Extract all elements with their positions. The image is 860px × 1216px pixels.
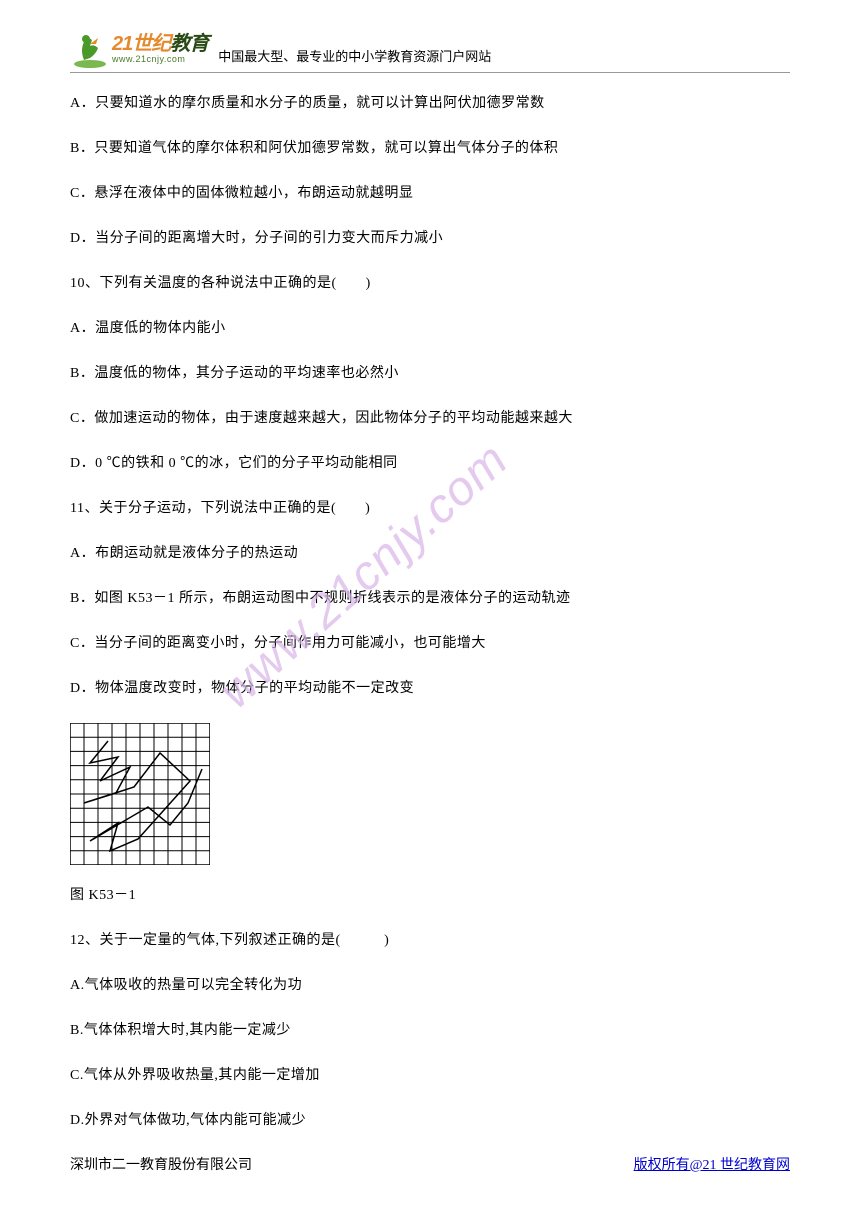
option-c: C．悬浮在液体中的固体微粒越小，布朗运动就越明显 bbox=[70, 183, 790, 204]
figure-k53-1 bbox=[70, 723, 790, 865]
question-10: 10、下列有关温度的各种说法中正确的是( ) bbox=[70, 273, 790, 294]
logo-brand-2: 教育 bbox=[170, 33, 208, 55]
option-a: A.气体吸收的热量可以完全转化为功 bbox=[70, 975, 790, 996]
header-tagline: 中国最大型、最专业的中小学教育资源门户网站 bbox=[218, 47, 491, 67]
figure-label: 图 K53－1 bbox=[70, 885, 790, 906]
document-body: A．只要知道水的摩尔质量和水分子的质量，就可以计算出阿伏加德罗常数 B．只要知道… bbox=[70, 93, 790, 1131]
option-a: A．布朗运动就是液体分子的热运动 bbox=[70, 543, 790, 564]
option-a: A．温度低的物体内能小 bbox=[70, 318, 790, 339]
option-d: D．物体温度改变时，物体分子的平均动能不一定改变 bbox=[70, 678, 790, 699]
logo-text: 21世纪教育 www.21cnjy.com bbox=[112, 34, 208, 64]
option-c: C．做加速运动的物体，由于速度越来越大，因此物体分子的平均动能越来越大 bbox=[70, 408, 790, 429]
question-11: 11、关于分子运动，下列说法中正确的是( ) bbox=[70, 498, 790, 519]
option-c: C.气体从外界吸收热量,其内能一定增加 bbox=[70, 1065, 790, 1086]
logo: 21世纪教育 www.21cnjy.com bbox=[70, 30, 208, 68]
option-b: B．只要知道气体的摩尔体积和阿伏加德罗常数，就可以算出气体分子的体积 bbox=[70, 138, 790, 159]
page-footer: 深圳市二一教育股份有限公司 版权所有@21 世纪教育网 bbox=[70, 1155, 790, 1176]
option-d: D.外界对气体做功,气体内能可能减少 bbox=[70, 1110, 790, 1131]
option-a: A．只要知道水的摩尔质量和水分子的质量，就可以计算出阿伏加德罗常数 bbox=[70, 93, 790, 114]
logo-icon bbox=[70, 30, 110, 68]
page-header: 21世纪教育 www.21cnjy.com 中国最大型、最专业的中小学教育资源门… bbox=[70, 30, 790, 73]
footer-company: 深圳市二一教育股份有限公司 bbox=[70, 1155, 252, 1176]
logo-url: www.21cnjy.com bbox=[112, 55, 208, 64]
brownian-diagram bbox=[70, 723, 210, 865]
logo-brand-1: 21世纪 bbox=[112, 33, 170, 55]
footer-copyright[interactable]: 版权所有@21 世纪教育网 bbox=[634, 1155, 790, 1176]
option-d: D．当分子间的距离增大时，分子间的引力变大而斥力减小 bbox=[70, 228, 790, 249]
option-c: C．当分子间的距离变小时，分子间作用力可能减小，也可能增大 bbox=[70, 633, 790, 654]
option-b: B.气体体积增大时,其内能一定减少 bbox=[70, 1020, 790, 1041]
question-12: 12、关于一定量的气体,下列叙述正确的是( ) bbox=[70, 930, 790, 951]
option-d: D．0 ℃的铁和 0 ℃的冰，它们的分子平均动能相同 bbox=[70, 453, 790, 474]
option-b: B．如图 K53－1 所示，布朗运动图中不规则折线表示的是液体分子的运动轨迹 bbox=[70, 588, 790, 609]
option-b: B．温度低的物体，其分子运动的平均速率也必然小 bbox=[70, 363, 790, 384]
